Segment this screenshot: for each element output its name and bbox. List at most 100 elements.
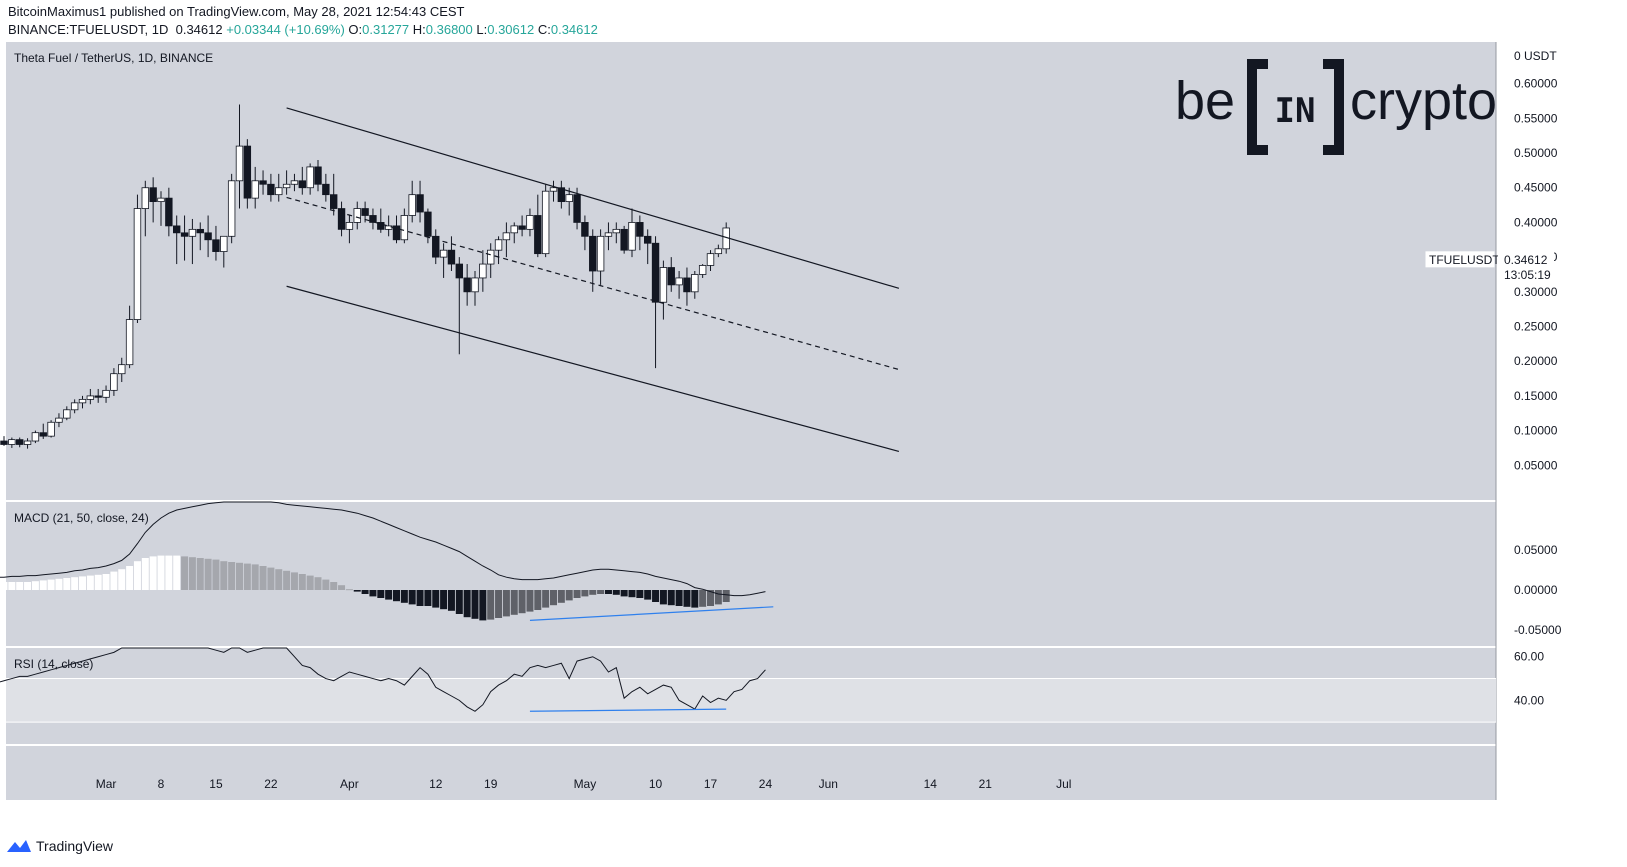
candle-body [628,222,636,251]
candle-body [698,265,707,275]
macd-hist-bar [306,575,314,590]
macd-hist-bar [188,557,196,590]
candle-body [447,249,456,265]
macd-hist-bar [510,590,518,615]
candle-body [322,183,330,196]
candle-body [118,364,126,375]
macd-hist-bar [31,581,39,590]
macd-hist-bar [243,563,251,590]
candle-body [667,267,675,286]
time-tick-label: 12 [429,777,443,791]
macd-hist-bar [63,578,71,590]
candle-body [47,421,55,437]
time-tick-label: 22 [264,777,278,791]
price-pane-bg [6,42,1496,500]
price-tick-label: 0.50000 [1514,146,1558,160]
candle-body [31,432,40,442]
candle-body [110,373,118,391]
candle-body [94,395,102,398]
macd-hist-bar [86,575,94,590]
candle-body [196,228,204,234]
macd-hist-bar [526,590,534,612]
macd-hist-bar [612,590,620,595]
macd-hist-bar [581,590,589,597]
candle-body [361,208,369,216]
macd-line [0,501,766,597]
publisher-name[interactable]: BitcoinMaximus1 [8,4,107,19]
chart-panes [6,42,1497,800]
time-tick-label: Jul [1056,777,1071,791]
candle-body [581,222,589,237]
price-tick-label: 0.10000 [1514,424,1558,438]
candle-body [353,208,361,223]
macd-pane-title: MACD (21, 50, close, 24) [14,511,149,525]
last-price: 0.34612 [175,22,223,37]
price-tick-label: 0.20000 [1514,354,1558,368]
macd-hist-bar [691,590,699,608]
candle-body [298,180,306,189]
macd-hist-bar [683,590,691,607]
candle-body [439,249,448,258]
candle-body [557,187,566,203]
rsi-tick-label: 40.00 [1514,693,1544,707]
candle-body [573,194,581,223]
macd-hist-bar [557,590,565,603]
macd-hist-bar [565,590,573,601]
macd-hist-bar [518,590,526,614]
candle-body [204,232,212,241]
candle-body [565,194,573,203]
candle-body [125,319,134,366]
macd-hist-bar [369,590,377,597]
macd-hist-bar [361,590,369,594]
macd-hist-bar [534,590,542,610]
candle-body [251,180,259,199]
candle-body [86,395,95,400]
macd-hist-bar [675,590,683,606]
candle-body [157,197,165,203]
macd-hist-bar [298,574,306,590]
candle-body [494,239,503,251]
candle-body [267,183,275,196]
candle-body [432,235,440,258]
macd-hist-bar [408,590,416,605]
macd-hist-bar [118,569,126,590]
macd-hist-bar [220,561,228,590]
price-tick-label: 0.55000 [1514,111,1558,125]
high-value: 0.36800 [425,22,473,37]
time-tick-label: May [574,777,597,791]
candle-body [15,439,24,445]
chart-canvas[interactable]: 0.600000.550000.500000.450000.400000.350… [0,42,1627,834]
candle-body [471,277,479,293]
macd-hist-bar [314,577,322,590]
macd-hist-bar [228,562,236,590]
candle-body [510,225,518,234]
macd-hist-bar [471,590,479,619]
price-pane-title: Theta Fuel / TetherUS, 1D, BINANCE [14,51,213,65]
candle-body [235,145,244,182]
time-tick-label: Apr [340,777,359,791]
candle-body [424,211,432,237]
candle-body [612,228,620,234]
macd-hist-bar [502,590,510,617]
macd-hist-bar [16,582,24,590]
macd-hist-bar [597,590,605,594]
symbol-label: BINANCE:TFUELUSDT, 1D [8,22,169,37]
candle-body [345,222,354,230]
macd-hist-bar [141,558,149,590]
candle-body [369,215,377,223]
open-value: 0.31277 [362,22,410,37]
candle-body [683,277,691,293]
candle-body [55,417,63,423]
macd-hist-bar [173,555,181,590]
macd-hist-bar [714,590,722,605]
footer-brand[interactable]: TradingView [36,838,114,854]
macd-hist-bar [699,590,707,607]
channel-lower-line [286,285,900,453]
candle-body [102,389,110,398]
candle-body [165,197,173,227]
macd-hist-bar [385,590,393,600]
macd-hist-bar [157,555,165,590]
macd-hist-bar [495,590,503,618]
macd-hist-bar [283,570,291,590]
candle-body [596,235,605,272]
